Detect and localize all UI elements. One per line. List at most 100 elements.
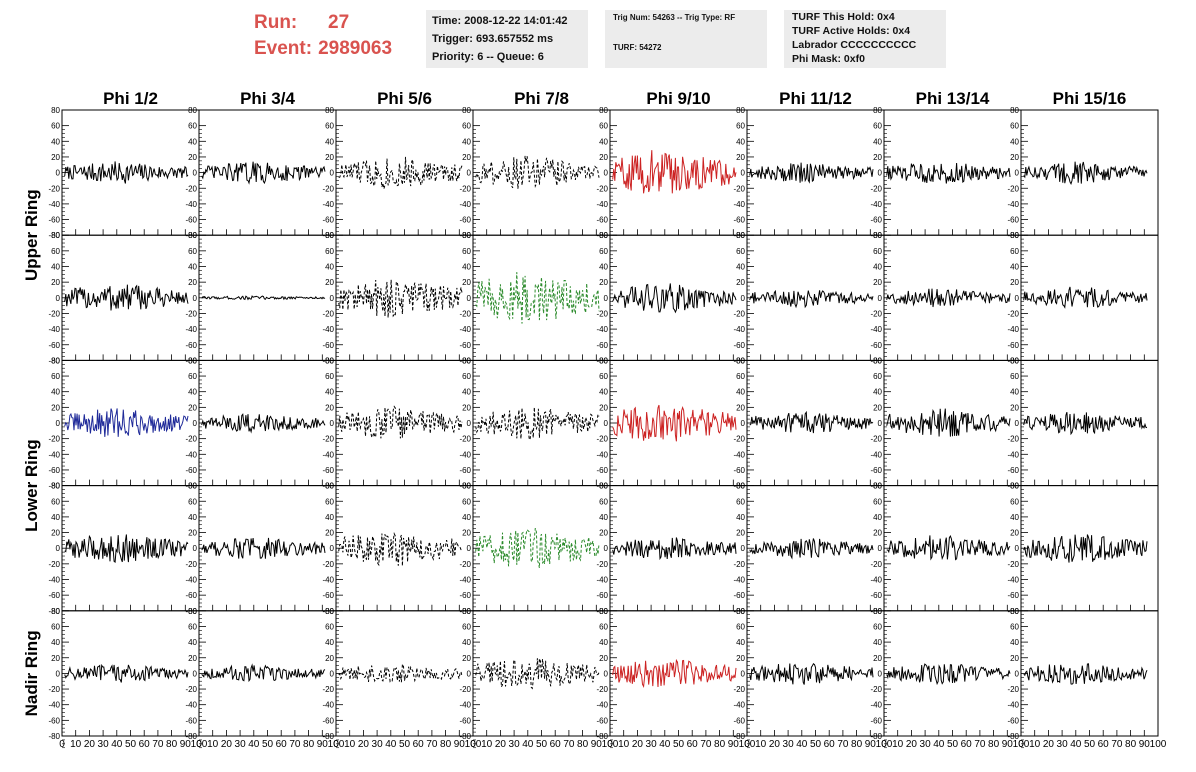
y-tick-label: -20: [870, 309, 882, 318]
x-tick-label: 50: [399, 739, 411, 750]
y-tick-label: 40: [1010, 388, 1019, 397]
y-tick-label: 0: [56, 419, 61, 428]
y-tick-label: -60: [870, 341, 882, 350]
y-tick-label: 60: [188, 247, 197, 256]
y-tick-label: -60: [322, 216, 334, 225]
y-tick-label: 0: [193, 669, 198, 678]
y-tick-label: -80: [48, 356, 60, 365]
y-tick-label: 20: [736, 403, 745, 412]
x-tick-label: 20: [632, 739, 644, 750]
y-tick-label: 0: [1015, 669, 1020, 678]
time-info-box: Time: 2008-12-22 14:01:42 Trigger: 693.6…: [426, 10, 588, 68]
y-tick-label: -60: [459, 466, 471, 475]
x-tick-label: 60: [1098, 739, 1110, 750]
y-tick-label: 0: [878, 294, 883, 303]
x-tick-label: 100: [1013, 739, 1030, 750]
y-tick-label: -40: [459, 325, 471, 334]
y-tick-label: -60: [48, 341, 60, 350]
y-tick-label: 20: [325, 153, 334, 162]
waveform-trace: [338, 156, 463, 189]
y-tick-label: 40: [873, 263, 882, 272]
x-tick-label: 80: [577, 739, 589, 750]
y-tick-label: -20: [870, 685, 882, 694]
y-tick-label: -60: [322, 716, 334, 725]
y-tick-label: 60: [873, 247, 882, 256]
y-tick-label: -20: [1007, 560, 1019, 569]
y-tick-label: 20: [188, 153, 197, 162]
x-tick-label: 0: [59, 739, 65, 750]
y-tick-label: -40: [596, 576, 608, 585]
y-tick-label: -20: [48, 560, 60, 569]
y-tick-label: -60: [1007, 216, 1019, 225]
y-tick-label: 60: [873, 122, 882, 131]
y-tick-label: 80: [462, 106, 471, 115]
y-tick-label: -60: [733, 341, 745, 350]
panel-frame: [335, 234, 474, 361]
column-header: Phi 5/6: [377, 89, 432, 108]
y-tick-label: 40: [599, 388, 608, 397]
x-tick-label: 90: [591, 739, 603, 750]
waveform-trace: [201, 663, 326, 683]
y-tick-label: 60: [736, 622, 745, 631]
y-tick-label: -20: [596, 685, 608, 694]
y-tick-label: 40: [462, 263, 471, 272]
y-tick-label: 20: [51, 153, 60, 162]
y-tick-label: -20: [459, 685, 471, 694]
ring-label: Nadir Ring: [22, 630, 41, 716]
y-tick-label: 40: [188, 388, 197, 397]
y-tick-label: 40: [188, 137, 197, 146]
x-tick-label: 70: [974, 739, 986, 750]
event-label: Event:: [254, 38, 313, 59]
y-tick-label: -40: [185, 200, 197, 209]
waveform-trace: [886, 535, 1011, 561]
x-tick-label: 50: [810, 739, 822, 750]
y-tick-label: 60: [325, 122, 334, 131]
y-tick-label: 20: [1010, 529, 1019, 538]
y-tick-label: -40: [48, 200, 60, 209]
y-tick-label: -40: [596, 325, 608, 334]
y-tick-label: -20: [185, 685, 197, 694]
y-tick-label: 60: [736, 122, 745, 131]
y-tick-label: 20: [325, 654, 334, 663]
panel-frame: [61, 109, 200, 236]
y-tick-label: -20: [1007, 184, 1019, 193]
y-tick-label: 80: [51, 607, 60, 616]
y-tick-label: 60: [1010, 622, 1019, 631]
waveform-trace: [886, 162, 1011, 184]
y-tick-label: 20: [51, 278, 60, 287]
y-tick-label: -80: [870, 607, 882, 616]
panel-frame: [472, 610, 611, 737]
y-tick-label: -40: [48, 701, 60, 710]
y-tick-label: 80: [1010, 482, 1019, 491]
y-tick-label: 0: [604, 669, 609, 678]
y-tick-label: 20: [188, 654, 197, 663]
y-tick-label: -60: [459, 716, 471, 725]
y-tick-label: -20: [733, 685, 745, 694]
y-tick-label: 80: [188, 607, 197, 616]
waveform-trace: [1023, 663, 1148, 685]
y-tick-label: 60: [599, 497, 608, 506]
y-tick-label: -40: [1007, 200, 1019, 209]
y-tick-label: -60: [185, 216, 197, 225]
y-tick-label: -80: [322, 231, 334, 240]
y-tick-label: 40: [325, 513, 334, 522]
y-tick-label: -80: [870, 231, 882, 240]
labrador-text: Labrador CCCCCCCCCC: [792, 39, 917, 51]
y-tick-label: -80: [322, 607, 334, 616]
x-tick-label: 30: [372, 739, 384, 750]
y-tick-label: -40: [322, 325, 334, 334]
y-tick-label: 60: [1010, 122, 1019, 131]
x-tick-label: 50: [125, 739, 137, 750]
y-tick-label: -60: [48, 466, 60, 475]
y-tick-label: 80: [736, 231, 745, 240]
y-tick-label: 20: [873, 278, 882, 287]
y-tick-label: -40: [322, 200, 334, 209]
x-tick-label: 0: [744, 739, 750, 750]
y-tick-label: -60: [322, 591, 334, 600]
x-tick-label: 80: [988, 739, 1000, 750]
y-tick-label: 0: [193, 294, 198, 303]
x-tick-label: 10: [755, 739, 767, 750]
column-header: Phi 13/14: [916, 89, 990, 108]
x-tick-label: 10: [70, 739, 82, 750]
waveform-trace: [886, 408, 1011, 437]
